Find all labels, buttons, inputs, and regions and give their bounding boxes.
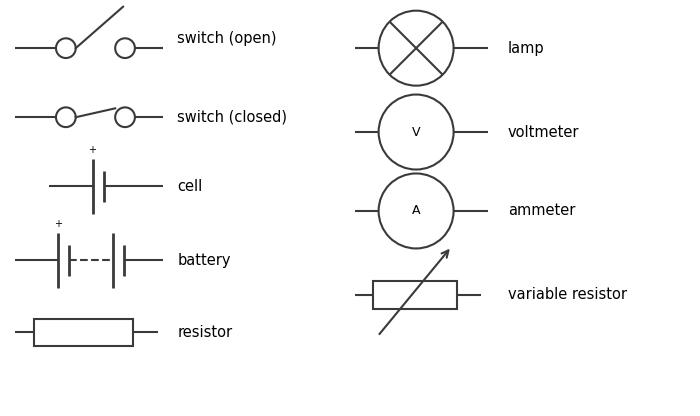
Text: variable resistor: variable resistor <box>508 287 627 302</box>
Bar <box>372 281 456 309</box>
Text: switch (open): switch (open) <box>177 31 276 46</box>
Text: voltmeter: voltmeter <box>508 124 580 139</box>
Text: +: + <box>88 145 96 155</box>
Bar <box>34 319 133 346</box>
Text: battery: battery <box>177 253 231 268</box>
Text: V: V <box>412 126 421 139</box>
Text: switch (closed): switch (closed) <box>177 110 287 125</box>
Text: +: + <box>55 219 62 229</box>
Text: ammeter: ammeter <box>508 203 575 218</box>
Text: lamp: lamp <box>508 41 545 56</box>
Text: resistor: resistor <box>177 325 232 340</box>
Text: cell: cell <box>177 179 202 194</box>
Text: A: A <box>412 204 421 218</box>
